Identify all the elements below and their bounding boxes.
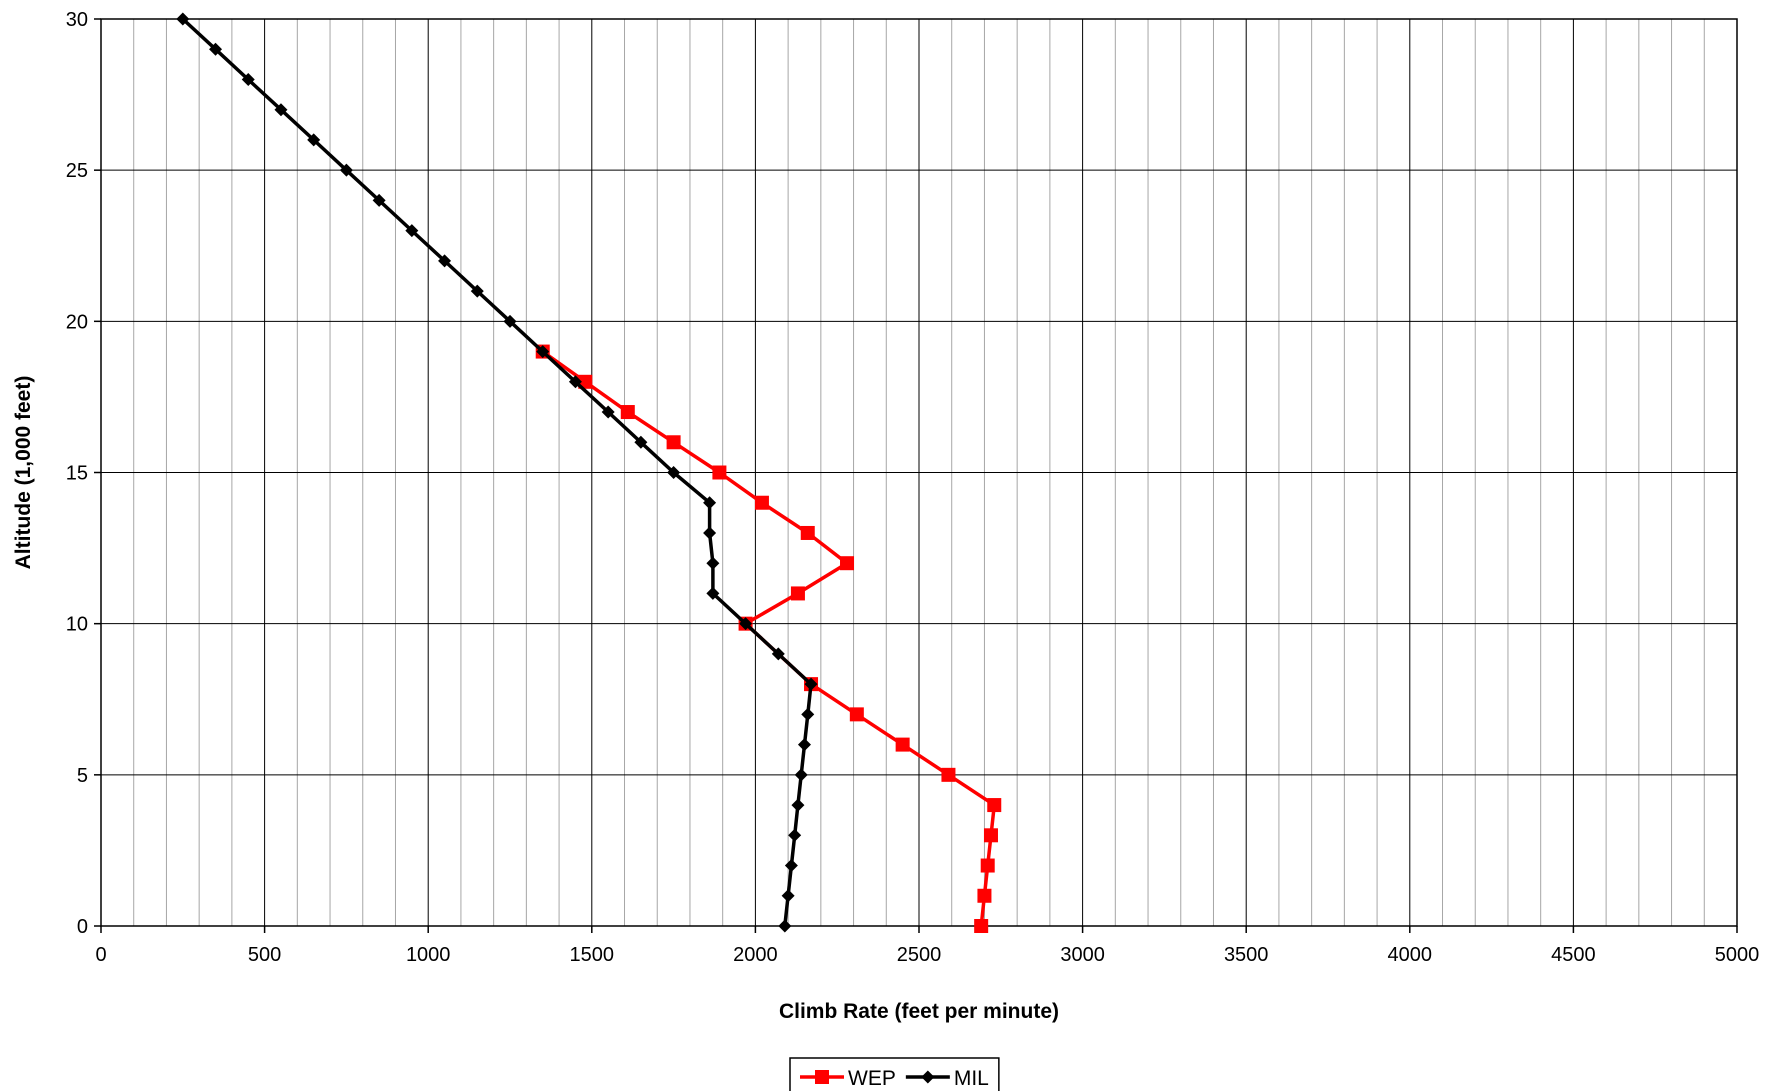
data-point-mil (438, 254, 452, 268)
data-point-mil (784, 859, 798, 873)
data-point-mil (778, 919, 792, 933)
data-point-mil (601, 405, 615, 419)
series-layer (176, 12, 1002, 933)
x-tick-label: 3500 (1224, 944, 1269, 966)
y-tick-label: 25 (66, 160, 88, 182)
data-point-wep (974, 919, 989, 933)
data-point-mil (739, 617, 753, 631)
data-point-mil (372, 193, 386, 207)
x-tick-label: 2000 (733, 944, 778, 966)
series-mil (176, 12, 818, 933)
x-tick-label: 3000 (1060, 944, 1105, 966)
data-point-mil (706, 556, 720, 570)
data-point-mil (241, 72, 255, 86)
x-tick-label: 4000 (1388, 944, 1433, 966)
x-tick-label: 1500 (570, 944, 615, 966)
x-tick-label: 0 (95, 944, 106, 966)
data-point-mil (634, 435, 648, 449)
data-point-wep (800, 525, 815, 540)
data-point-wep (790, 586, 805, 601)
data-point-wep (980, 858, 995, 873)
data-point-wep (840, 556, 855, 571)
series-wep (535, 344, 1002, 933)
legend-marker-mil (921, 1070, 935, 1084)
data-point-mil (706, 586, 720, 600)
y-tick-label: 30 (66, 9, 88, 31)
data-point-mil (470, 284, 484, 298)
data-point-wep (983, 828, 998, 843)
legend-label-mil: MIL (954, 1067, 989, 1090)
x-tick-label: 4500 (1551, 944, 1596, 966)
data-point-mil (703, 496, 717, 510)
data-point-wep (977, 888, 992, 903)
x-axis-ticks: 0 500 1000 1500 2000 2500 3000 3500 4000 4500 5000 (95, 926, 1759, 966)
data-point-wep (754, 495, 769, 510)
x-tick-label: 5000 (1715, 944, 1760, 966)
data-point-mil (801, 707, 815, 721)
data-point-wep (895, 737, 910, 752)
data-point-mil (667, 466, 681, 479)
data-point-mil (797, 738, 811, 752)
x-tick-label: 1000 (406, 944, 451, 966)
data-point-wep (987, 798, 1002, 813)
data-point-mil (791, 798, 805, 812)
legend-label-wep: WEP (848, 1067, 896, 1090)
data-point-mil (703, 526, 717, 540)
y-tick-label: 5 (77, 765, 88, 787)
major-gridlines (101, 19, 1737, 926)
data-point-wep (666, 435, 681, 450)
data-point-mil (209, 42, 223, 56)
data-point-wep (712, 465, 727, 480)
legend-marker-wep (815, 1070, 829, 1084)
data-point-mil (771, 647, 785, 661)
data-point-mil (503, 314, 517, 328)
y-tick-label: 15 (66, 463, 88, 485)
data-point-mil (804, 677, 818, 691)
data-point-wep (849, 707, 864, 722)
y-axis-title: Altitude (1,000 feet) (12, 376, 35, 570)
data-point-mil (536, 345, 550, 359)
data-point-mil (794, 768, 808, 782)
y-axis-ticks: 0 5 10 15 20 25 30 (66, 9, 101, 938)
data-point-mil (788, 828, 802, 842)
y-tick-label: 20 (66, 311, 88, 333)
y-tick-label: 0 (77, 916, 88, 938)
y-tick-label: 10 (66, 614, 88, 636)
x-axis-title: Climb Rate (feet per minute) (779, 1000, 1059, 1023)
x-tick-label: 500 (248, 944, 281, 966)
data-point-mil (176, 12, 190, 26)
x-tick-label: 2500 (897, 944, 942, 966)
legend: WEP MIL (789, 1057, 1000, 1091)
data-point-mil (405, 224, 419, 238)
data-point-wep (941, 767, 956, 782)
data-point-mil (307, 133, 321, 147)
data-point-mil (339, 163, 353, 177)
data-point-mil (274, 103, 288, 117)
data-point-mil (568, 375, 582, 389)
data-point-mil (781, 889, 795, 903)
data-point-wep (620, 405, 635, 420)
